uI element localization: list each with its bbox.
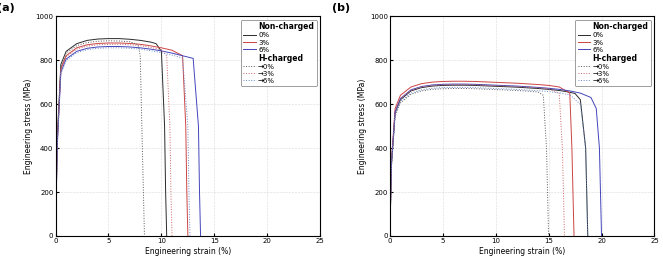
Text: (a): (a) (0, 3, 15, 13)
Text: (b): (b) (332, 3, 350, 13)
Y-axis label: Engineering stress (MPa): Engineering stress (MPa) (358, 78, 367, 174)
Legend: Non-charged, 0%, 3%, 6%, H-charged, →0%, →3%, →6%: Non-charged, 0%, 3%, 6%, H-charged, →0%,… (575, 20, 651, 87)
Legend: Non-charged, 0%, 3%, 6%, H-charged, →0%, →3%, →6%: Non-charged, 0%, 3%, 6%, H-charged, →0%,… (241, 20, 317, 87)
Y-axis label: Engineering stress (MPa): Engineering stress (MPa) (24, 78, 32, 174)
X-axis label: Engineering strain (%): Engineering strain (%) (479, 247, 566, 256)
X-axis label: Engineering strain (%): Engineering strain (%) (145, 247, 231, 256)
